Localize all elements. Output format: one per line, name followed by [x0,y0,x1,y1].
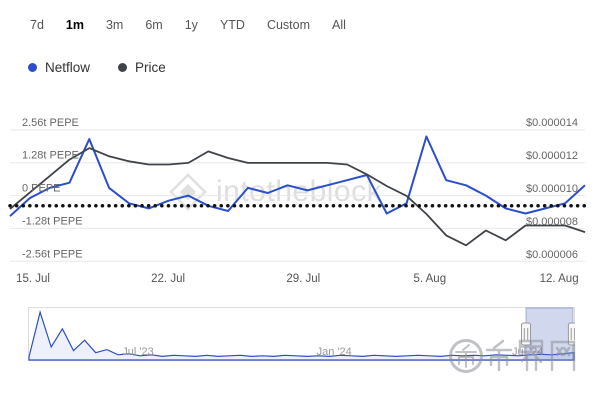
legend-label-price: Price [135,60,166,75]
svg-text:$0.000008: $0.000008 [526,216,578,228]
svg-text:Jul '23: Jul '23 [122,346,153,358]
range-button-6m[interactable]: 6m [145,18,163,32]
svg-text:-1.28t PEPE: -1.28t PEPE [22,215,83,227]
range-button-7d[interactable]: 7d [30,18,44,32]
svg-text:-2.56t PEPE: -2.56t PEPE [22,248,83,260]
svg-text:Jan '24: Jan '24 [317,346,352,358]
range-button-custom[interactable]: Custom [266,18,311,32]
range-button-ytd[interactable]: YTD [219,18,245,32]
legend-item-price[interactable]: Price [118,60,166,75]
legend: Netflow Price [28,60,166,75]
svg-text:0 PEPE: 0 PEPE [22,183,61,195]
svg-text:1.28t PEPE: 1.28t PEPE [22,150,79,162]
svg-text:5. Aug: 5. Aug [413,273,446,285]
svg-text:2.56t PEPE: 2.56t PEPE [22,117,79,129]
legend-item-netflow[interactable]: Netflow [28,60,90,75]
range-button-3m[interactable]: 3m [105,18,124,32]
range-button-1y[interactable]: 1y [184,18,198,32]
price-series-dot-icon [118,63,128,72]
svg-text:15. Jul: 15. Jul [16,273,50,285]
svg-text:$0.000014: $0.000014 [526,117,578,129]
site-watermark-logo-icon [449,339,576,373]
svg-text:$0.000006: $0.000006 [526,249,578,261]
main-chart[interactable]: 15. Jul 22. Jul 29. Jul 5. Aug 12. Aug 2.56t … [0,110,600,285]
range-button-all[interactable]: All [332,18,346,32]
svg-text:22. Jul: 22. Jul [151,273,185,285]
svg-text:29. Jul: 29. Jul [286,273,320,285]
range-button-1m[interactable]: 1m [65,18,84,32]
svg-text:$0.000010: $0.000010 [526,183,578,195]
legend-label-netflow: Netflow [45,60,91,75]
svg-text:12. Aug: 12. Aug [540,273,579,285]
main-chart-area: intotheblock 15. Jul 22. Jul 29. Jul 5. Aug… [0,110,600,285]
site-watermark [448,336,582,381]
svg-text:$0.000012: $0.000012 [526,150,578,162]
netflow-series-dot-icon [28,63,37,72]
range-toolbar: 7d 1m 3m 6m 1y YTD Custom All [28,16,348,34]
